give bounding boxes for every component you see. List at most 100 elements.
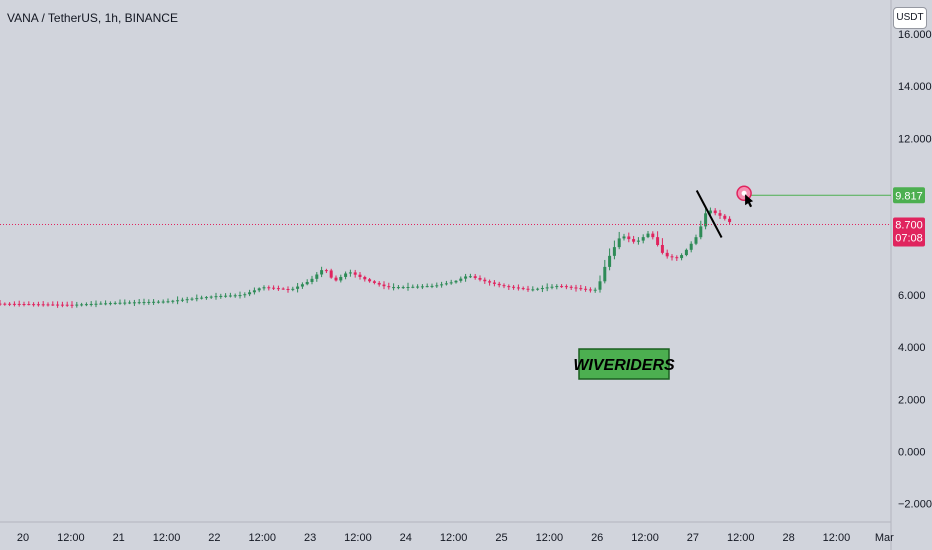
candle-down: [512, 286, 516, 288]
time-tick-label: 22: [208, 532, 220, 544]
time-tick-label: 23: [304, 532, 316, 544]
candle-down: [632, 239, 636, 242]
candle-up: [315, 274, 319, 279]
svg-text:WIVERIDERS: WIVERIDERS: [573, 357, 675, 374]
candle-down: [387, 286, 391, 288]
time-tick-label: 27: [687, 532, 699, 544]
price-tick-label: 0.000: [898, 447, 926, 459]
time-tick-label: 12:00: [153, 532, 181, 544]
candle-up: [238, 295, 242, 297]
candle-up: [99, 303, 103, 305]
candle-up: [406, 287, 410, 288]
candle-up: [252, 290, 256, 293]
price-tick-label: 14.000: [898, 81, 932, 93]
candle-up: [636, 240, 640, 242]
candle-up: [108, 303, 112, 305]
candle-down: [281, 288, 285, 290]
candle-down: [12, 303, 16, 305]
candle-up: [248, 292, 252, 295]
candle-up: [593, 289, 597, 291]
candle-up: [94, 303, 98, 305]
time-tick-label: 21: [113, 532, 125, 544]
candle-down: [478, 277, 482, 280]
candle-down: [560, 286, 564, 288]
candle-down: [27, 304, 31, 306]
candle-down: [46, 304, 50, 306]
candle-up: [598, 281, 602, 290]
time-tick-label: 12:00: [536, 532, 564, 544]
candle-up: [440, 284, 444, 286]
candle-up: [147, 301, 151, 303]
time-tick-label: 20: [17, 532, 29, 544]
symbol-title: VANA / TetherUS, 1h, BINANCE: [7, 11, 178, 25]
candle-down: [0, 303, 2, 305]
candle-down: [473, 276, 477, 278]
candle-up: [128, 302, 132, 304]
svg-text:8.700: 8.700: [895, 219, 923, 231]
time-tick-label: 26: [591, 532, 603, 544]
candle-up: [171, 300, 175, 302]
candle-up: [680, 255, 684, 259]
svg-text:07:08: 07:08: [895, 232, 923, 244]
candle-up: [416, 286, 420, 288]
currency-button[interactable]: USDT: [893, 7, 927, 29]
svg-text:9.817: 9.817: [895, 190, 923, 202]
price-axis[interactable]: 16.000 14.000 12.000 6.000 4.000 2.000 0.000 −2…: [898, 29, 932, 511]
candle-up: [603, 266, 607, 282]
candle-up: [137, 302, 141, 304]
candle-down: [3, 303, 7, 305]
time-tick-label: 12:00: [727, 532, 755, 544]
candle-down: [574, 287, 578, 289]
trendline-drawing[interactable]: [695, 190, 723, 238]
candle-up: [684, 249, 688, 256]
candle-up: [161, 301, 165, 303]
time-tick-label: 25: [495, 532, 507, 544]
candle-up: [608, 255, 612, 267]
candle-down: [286, 289, 290, 291]
candle-up: [132, 302, 136, 304]
candle-down: [723, 215, 727, 219]
candle-up: [435, 285, 439, 287]
candle-down: [329, 270, 333, 278]
time-axis[interactable]: 20 12:00 21 12:00 22 12:00 23 12:00 24 12:00 25 12:…: [17, 532, 894, 544]
candle-up: [166, 301, 170, 303]
candle-up: [612, 247, 616, 256]
candle-up: [622, 236, 626, 239]
candle-down: [358, 274, 362, 277]
candle-up: [449, 282, 453, 284]
candle-down: [65, 304, 69, 306]
candle-up: [646, 233, 650, 238]
candle-up: [425, 286, 429, 288]
candle-up: [195, 298, 199, 300]
time-tick-label: 12:00: [823, 532, 851, 544]
target-marker-icon[interactable]: [736, 185, 754, 208]
candle-up: [219, 295, 223, 297]
candle-down: [728, 218, 732, 223]
candle-down: [627, 236, 631, 240]
candle-up: [320, 270, 324, 275]
candle-down: [272, 287, 276, 289]
candle-up: [75, 304, 79, 306]
candle-up: [190, 298, 194, 300]
candle-up: [180, 299, 184, 301]
candle-down: [656, 237, 660, 245]
time-tick-label: 12:00: [631, 532, 659, 544]
candle-down: [651, 233, 655, 238]
candle-up: [209, 296, 213, 298]
candle-down: [22, 304, 26, 306]
candle-down: [670, 256, 674, 258]
candle-up: [291, 288, 295, 290]
candle-up: [396, 287, 400, 289]
candle-down: [492, 282, 496, 284]
candle-series: [0, 206, 732, 309]
candle-up: [536, 288, 540, 290]
candle-up: [540, 288, 544, 290]
candle-up: [411, 286, 415, 288]
candle-down: [660, 244, 664, 253]
candle-down: [521, 288, 525, 290]
candle-down: [334, 277, 338, 281]
candle-up: [401, 287, 405, 289]
time-tick-label: 12:00: [57, 532, 85, 544]
candle-down: [516, 287, 520, 289]
